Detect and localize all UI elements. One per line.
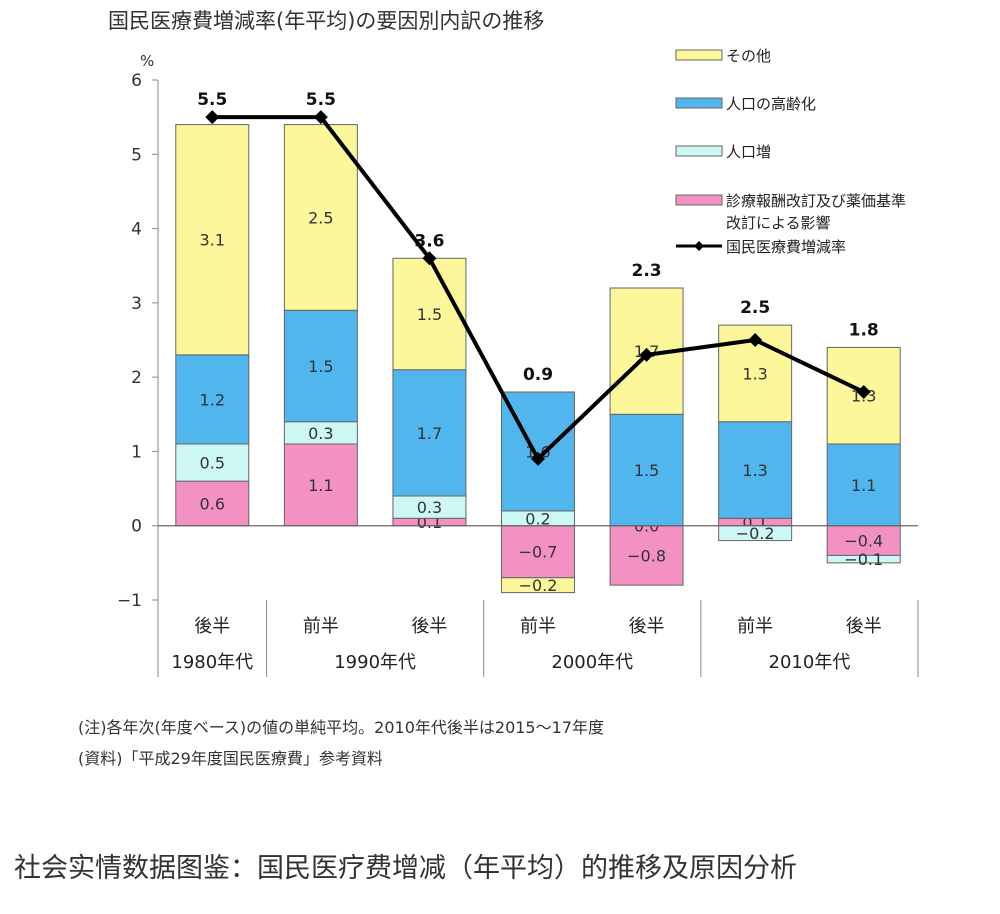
bar-segment-label: 1.3 bbox=[742, 461, 767, 480]
bar-segment-label: −0.8 bbox=[627, 546, 666, 565]
chart-note: (注)各年次(年度ベース)の値の単純平均。2010年代後半は2015～17年度 bbox=[78, 718, 604, 737]
bar-segment-label: 1.2 bbox=[200, 390, 225, 409]
bar-segment-label: 0.2 bbox=[525, 509, 550, 528]
bar-segment bbox=[175, 124, 250, 356]
bar-segment bbox=[609, 525, 684, 586]
total-rate-label: 0.9 bbox=[523, 365, 553, 385]
bar-segment-label: 0.6 bbox=[200, 494, 225, 513]
y-tick-label: 4 bbox=[131, 220, 142, 240]
total-rate-point bbox=[205, 110, 220, 125]
total-rate-point bbox=[748, 333, 763, 347]
bar-segment-label: 2.5 bbox=[308, 208, 333, 227]
x-tick-label: 前半 bbox=[520, 616, 556, 637]
bar-segment-label: −0.7 bbox=[519, 543, 558, 562]
decade-label: 2010年代 bbox=[769, 652, 851, 673]
y-tick-label: 3 bbox=[131, 294, 142, 314]
bar-segment bbox=[283, 124, 358, 311]
bar-segment-label: 0.3 bbox=[308, 424, 333, 443]
bar-segment-label: 1.1 bbox=[851, 476, 876, 495]
decade-label: 2000年代 bbox=[551, 652, 633, 673]
chart-note: (資料)「平成29年度国民医療費」参考資料 bbox=[78, 749, 383, 768]
total-rate-label: 5.5 bbox=[197, 90, 227, 110]
total-rate-label: 1.8 bbox=[849, 320, 879, 340]
legend-label: 国民医療費増減率 bbox=[726, 238, 846, 256]
legend-swatch bbox=[675, 145, 723, 157]
bar-segment bbox=[501, 525, 575, 579]
total-rate-label: 2.5 bbox=[740, 298, 770, 318]
total-rate-label: 2.3 bbox=[632, 261, 662, 281]
x-tick-label: 前半 bbox=[303, 616, 339, 637]
bar-segment-label: −0.4 bbox=[844, 532, 883, 551]
bar-segment bbox=[175, 480, 250, 527]
chart-title: 国民医療費増減率(年平均)の要因別内訳の推移 bbox=[108, 9, 544, 33]
bar-segment bbox=[826, 525, 901, 556]
legend-label: 診療報酬改訂及び薬価基準 bbox=[726, 192, 906, 210]
total-rate-label: 5.5 bbox=[306, 90, 336, 110]
bar-segment bbox=[826, 554, 901, 564]
legend-line-marker bbox=[694, 241, 704, 251]
decade-label: 1990年代 bbox=[334, 652, 416, 673]
bar-segment bbox=[175, 354, 250, 445]
bar-segment-label: 1.5 bbox=[308, 357, 333, 376]
legend-swatch bbox=[675, 194, 723, 206]
bar-segment-label: 0.3 bbox=[417, 498, 442, 517]
legend-label: 改訂による影響 bbox=[726, 214, 831, 232]
bar-segment-label: 1.5 bbox=[634, 461, 659, 480]
bar-segment bbox=[609, 413, 684, 527]
bar-segment-label: 1.3 bbox=[742, 364, 767, 383]
x-tick-label: 前半 bbox=[737, 616, 773, 637]
bar-segment-label: 1.1 bbox=[308, 476, 333, 495]
total-rate-point bbox=[531, 451, 545, 466]
y-tick-label: 5 bbox=[131, 145, 142, 165]
bar-segment-label: −0.2 bbox=[736, 524, 775, 543]
bar-segment-label: −0.2 bbox=[519, 576, 558, 595]
total-rate-point bbox=[856, 385, 871, 399]
bar-segment bbox=[718, 421, 793, 519]
x-tick-label: 後半 bbox=[194, 616, 230, 637]
legend-label: その他 bbox=[726, 47, 771, 65]
bar-segment bbox=[826, 443, 901, 527]
bar-segment-label: −0.1 bbox=[844, 550, 883, 569]
y-tick-label: 2 bbox=[131, 368, 142, 388]
total-rate-label: 3.6 bbox=[414, 231, 444, 251]
y-tick-label: 0 bbox=[131, 517, 142, 537]
x-tick-label: 後半 bbox=[846, 616, 882, 637]
bar-segment bbox=[175, 443, 250, 482]
bar-segment-label: 3.1 bbox=[200, 231, 225, 250]
legend-label: 人口の高齢化 bbox=[726, 95, 816, 113]
total-rate-point bbox=[639, 347, 654, 362]
bar-segment bbox=[283, 309, 358, 423]
bar-segment-label: 1.5 bbox=[417, 305, 442, 324]
bar-segment-label: 1.7 bbox=[417, 424, 442, 443]
y-tick-label: −1 bbox=[117, 591, 142, 611]
legend-swatch bbox=[675, 97, 723, 109]
y-unit-label: % bbox=[140, 52, 154, 70]
x-tick-label: 後半 bbox=[629, 616, 665, 637]
legend-label: 人口増 bbox=[726, 143, 771, 161]
legend-swatch bbox=[675, 49, 723, 61]
bar-segment bbox=[501, 577, 575, 594]
decade-label: 1980年代 bbox=[171, 652, 253, 673]
x-tick-label: 後半 bbox=[411, 616, 447, 637]
bar-segment-label: 0.5 bbox=[200, 454, 225, 473]
total-rate-point bbox=[313, 110, 328, 125]
page-caption: 社会实情数据图鉴：国民医疗费增减（年平均）的推移及原因分析 bbox=[14, 853, 797, 884]
y-tick-label: 6 bbox=[131, 71, 142, 91]
total-rate-point bbox=[422, 251, 437, 266]
y-tick-label: 1 bbox=[131, 442, 142, 462]
